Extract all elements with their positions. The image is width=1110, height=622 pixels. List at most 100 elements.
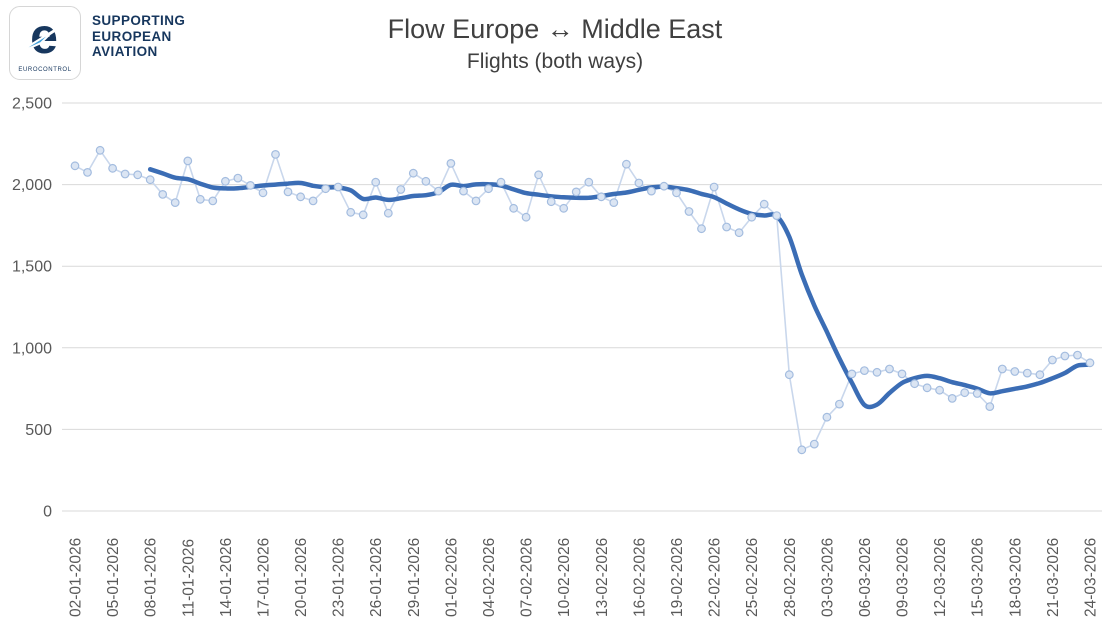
daily-series-marker (484, 184, 493, 194)
daily-series-marker (609, 198, 619, 208)
daily-series-marker (1085, 358, 1095, 368)
x-axis-tick-label: 11-01-2026 (180, 539, 197, 617)
x-axis-tick-label: 08-01-2026 (143, 538, 160, 617)
x-axis-tick-label: 25-02-2026 (744, 538, 761, 617)
daily-series-marker (321, 184, 331, 194)
daily-series-marker (872, 367, 882, 377)
daily-series-marker (308, 196, 318, 206)
daily-series-marker (521, 212, 531, 222)
tagline-line-3: AVIATION (92, 44, 158, 59)
daily-series-marker (571, 187, 581, 197)
tagline-line-2: EUROPEAN (92, 28, 172, 44)
daily-series-marker (1073, 350, 1082, 360)
chart-title: Flow Europe ↔ Middle East (387, 14, 723, 44)
daily-series-marker (747, 212, 757, 222)
daily-series-marker (1035, 370, 1045, 380)
x-axis-tick-label: 14-01-2026 (218, 538, 235, 617)
chart-subtitle: Flights (both ways) (466, 50, 644, 73)
x-axis-tick-label: 21-03-2026 (1045, 538, 1062, 617)
logo-brand-text: EUROCONTROL (18, 67, 71, 73)
daily-series-marker (220, 176, 230, 186)
daily-series-marker (935, 385, 944, 395)
x-axis-tick-label: 05-01-2026 (105, 538, 122, 617)
daily-series-marker (195, 194, 205, 204)
daily-series-marker (446, 158, 456, 168)
daily-series-marker (772, 211, 782, 221)
daily-series-marker (396, 185, 406, 194)
daily-series-marker (672, 188, 681, 198)
daily-series-marker (596, 192, 606, 202)
x-axis-tick-label: 16-02-2026 (631, 538, 648, 617)
x-axis-tick-label: 13-02-2026 (594, 538, 611, 617)
daily-series-marker (647, 186, 656, 196)
daily-series-marker (170, 198, 180, 208)
daily-series-marker (885, 364, 894, 374)
daily-series-marker (1047, 355, 1057, 365)
daily-series-marker (1010, 367, 1020, 376)
x-axis-tick-label: 28-02-2026 (782, 538, 799, 617)
daily-series-marker (70, 161, 80, 171)
x-axis-tick-label: 06-03-2026 (857, 538, 874, 617)
eurocontrol-logo-icon: e EUROCONTROL (15, 8, 75, 73)
x-axis-tick-label: 01-02-2026 (443, 538, 460, 617)
daily-series-marker (697, 224, 706, 234)
daily-series-marker (233, 173, 243, 183)
daily-series-marker (145, 175, 155, 185)
daily-series-marker (897, 369, 907, 379)
logo-plane-icon (15, 17, 75, 55)
x-axis-tick-label: 02-01-2026 (68, 538, 85, 617)
title-block: Flow Europe ↔ Middle East Flights (both … (0, 0, 1110, 74)
daily-series-marker (383, 208, 393, 218)
daily-series-marker (797, 445, 807, 455)
daily-series-marker (358, 210, 368, 220)
daily-series-line (74, 149, 1091, 451)
x-axis-tick-label: 12-03-2026 (932, 538, 949, 617)
daily-series-marker (822, 412, 832, 422)
x-axis-tick-label: 23-01-2026 (331, 538, 348, 617)
daily-series-marker (1060, 351, 1070, 361)
daily-series-marker (835, 399, 844, 409)
daily-series-marker (1022, 368, 1032, 378)
daily-series-marker (408, 168, 418, 178)
daily-series-marker (559, 203, 569, 213)
daily-series-marker (809, 439, 819, 449)
daily-series-marker (158, 189, 168, 199)
daily-series-marker (947, 394, 957, 403)
daily-series-marker (847, 369, 857, 379)
tagline-line-1: SUPPORTING (92, 13, 186, 28)
daily-series-marker (120, 169, 130, 179)
daily-series-marker (722, 222, 731, 232)
daily-series-marker (972, 389, 982, 398)
daily-series-marker (421, 176, 431, 186)
y-axis-tick-label: 1,000 (12, 340, 52, 357)
y-axis-tick-label: 2,000 (12, 177, 52, 194)
daily-series-marker (960, 388, 970, 398)
daily-series-marker (133, 170, 143, 180)
x-axis-tick-label: 03-03-2026 (819, 538, 836, 617)
moving-average-line (147, 167, 1093, 410)
daily-series-marker (258, 188, 268, 198)
daily-series-marker (622, 159, 631, 169)
x-axis-tick-label: 18-03-2026 (1007, 538, 1024, 617)
daily-series-marker (108, 163, 117, 173)
daily-series-marker (759, 199, 769, 209)
daily-series-marker (659, 181, 669, 191)
daily-series-marker (346, 207, 356, 217)
daily-series-marker (546, 197, 556, 207)
x-axis-tick-label: 20-01-2026 (293, 538, 310, 617)
logo-tagline: SUPPORTING EUROPEAN AVIATION (92, 13, 185, 60)
y-axis-tick-label: 0 (43, 504, 52, 521)
daily-series-marker (584, 177, 594, 187)
x-axis-tick-label: 29-01-2026 (406, 538, 423, 617)
daily-series-marker (985, 402, 995, 412)
x-axis-tick-label: 24-03-2026 (1083, 538, 1100, 617)
daily-series-marker (271, 149, 280, 159)
daily-series-marker (371, 177, 381, 187)
x-axis-tick-label: 26-01-2026 (368, 538, 385, 617)
daily-series-marker (95, 145, 105, 155)
y-axis-tick-label: 500 (25, 422, 52, 439)
x-axis-tick-label: 17-01-2026 (255, 538, 272, 617)
daily-series-marker (910, 379, 919, 389)
